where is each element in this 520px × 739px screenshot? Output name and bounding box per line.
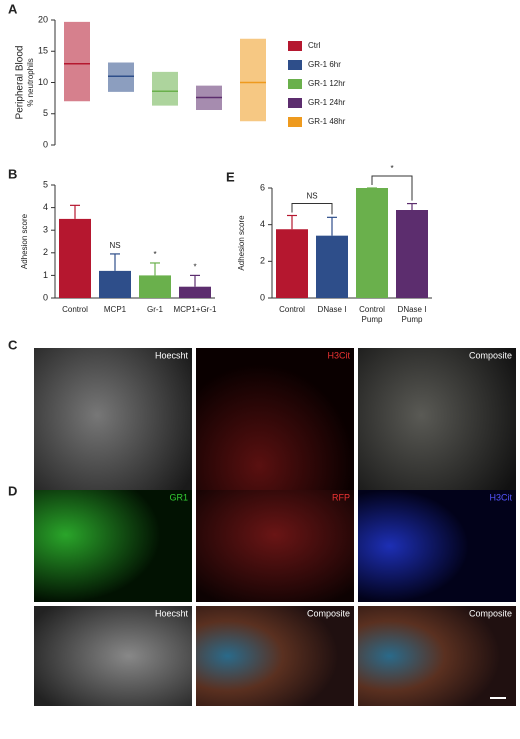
y-tick-label: 5: [43, 108, 48, 118]
y-tick-label: 20: [38, 14, 48, 24]
annotation: *: [390, 164, 393, 173]
legend-swatch: [288, 79, 302, 89]
legend-label: GR-1 12hr: [308, 79, 346, 88]
tile-label: Composite: [469, 350, 512, 360]
y-tick-label: 3: [43, 225, 48, 235]
legend-swatch: [288, 60, 302, 70]
y-axis-label: Adhesion score: [237, 215, 246, 271]
x-tick-label: Gr-1: [147, 305, 164, 314]
tile-label: H3Cit: [489, 492, 512, 502]
micrograph: [358, 606, 516, 706]
y-tick-label: 4: [43, 202, 48, 212]
panel-label: A: [8, 1, 18, 16]
micrograph: [196, 490, 354, 602]
micrograph: [34, 606, 192, 706]
legend-label: GR-1 24hr: [308, 98, 346, 107]
y-tick-label: 2: [260, 256, 265, 266]
tile-label: Hoecsht: [155, 608, 189, 618]
x-tick-label: DNase I Pump: [398, 305, 427, 324]
y-axis-label: Adhesion score: [20, 213, 29, 269]
bar: [139, 275, 171, 298]
micrograph: [34, 348, 192, 516]
range-box: [240, 38, 266, 122]
x-tick-label: Control Pump: [359, 305, 385, 324]
micrograph-panel: C Hoecsht H3Cit Composite: [8, 337, 516, 516]
bar: [276, 229, 308, 298]
y-axis-label: % neutrophils: [26, 58, 35, 106]
legend-swatch: [288, 41, 302, 51]
y-tick-label: 15: [38, 46, 48, 56]
tile-label: Hoecsht: [155, 350, 189, 360]
panel-label: B: [8, 166, 17, 181]
y-tick-label: 1: [43, 270, 48, 280]
annotation: *: [193, 263, 196, 272]
x-tick-label: Control: [62, 305, 88, 314]
legend-swatch: [288, 117, 302, 127]
bar: [59, 218, 91, 298]
y-tick-label: 4: [260, 219, 265, 229]
legend-label: GR-1 48hr: [308, 117, 346, 126]
micrograph-panel: D GR1 RFP H3Cit Hoecsht Composite Compos…: [8, 483, 516, 706]
panel-label: D: [8, 483, 17, 498]
bracket: [371, 175, 413, 201]
bar: [396, 210, 428, 298]
range-box: [64, 21, 90, 102]
x-tick-label: Control: [279, 305, 305, 314]
tile-label: RFP: [332, 492, 350, 502]
annotation: NS: [306, 192, 317, 201]
tile-label: H3Cit: [327, 350, 350, 360]
bar: [179, 286, 211, 298]
bar: [99, 270, 131, 298]
range-box: [152, 71, 178, 106]
panel-label: C: [8, 337, 18, 352]
micrograph: [34, 490, 192, 602]
y-tick-label: 10: [38, 77, 48, 87]
y-tick-label: 2: [43, 247, 48, 257]
x-tick-label: MCP1: [104, 305, 127, 314]
legend-label: GR-1 6hr: [308, 60, 341, 69]
annotation: *: [153, 250, 156, 259]
y-tick-label: 0: [43, 139, 48, 149]
tile-label: GR1: [169, 492, 188, 502]
bar: [356, 188, 388, 298]
bar: [316, 235, 348, 298]
annotation: NS: [109, 241, 120, 250]
micrograph: [358, 490, 516, 602]
range-box: [108, 62, 134, 92]
panel-label: E: [226, 169, 235, 184]
y-axis-label: Peripheral Blood: [15, 46, 26, 120]
legend-label: Ctrl: [308, 41, 321, 50]
y-tick-label: 0: [260, 292, 265, 302]
y-tick-label: 5: [43, 179, 48, 189]
micrograph: [196, 606, 354, 706]
y-tick-label: 6: [260, 182, 265, 192]
x-tick-label: DNase I: [318, 305, 347, 314]
micrograph: [196, 348, 354, 516]
x-tick-label: MCP1+Gr-1: [174, 305, 217, 314]
bracket: [291, 203, 333, 215]
y-tick-label: 0: [43, 292, 48, 302]
tile-label: Composite: [307, 608, 350, 618]
tile-label: Composite: [469, 608, 512, 618]
legend-swatch: [288, 98, 302, 108]
micrograph: [358, 348, 516, 516]
